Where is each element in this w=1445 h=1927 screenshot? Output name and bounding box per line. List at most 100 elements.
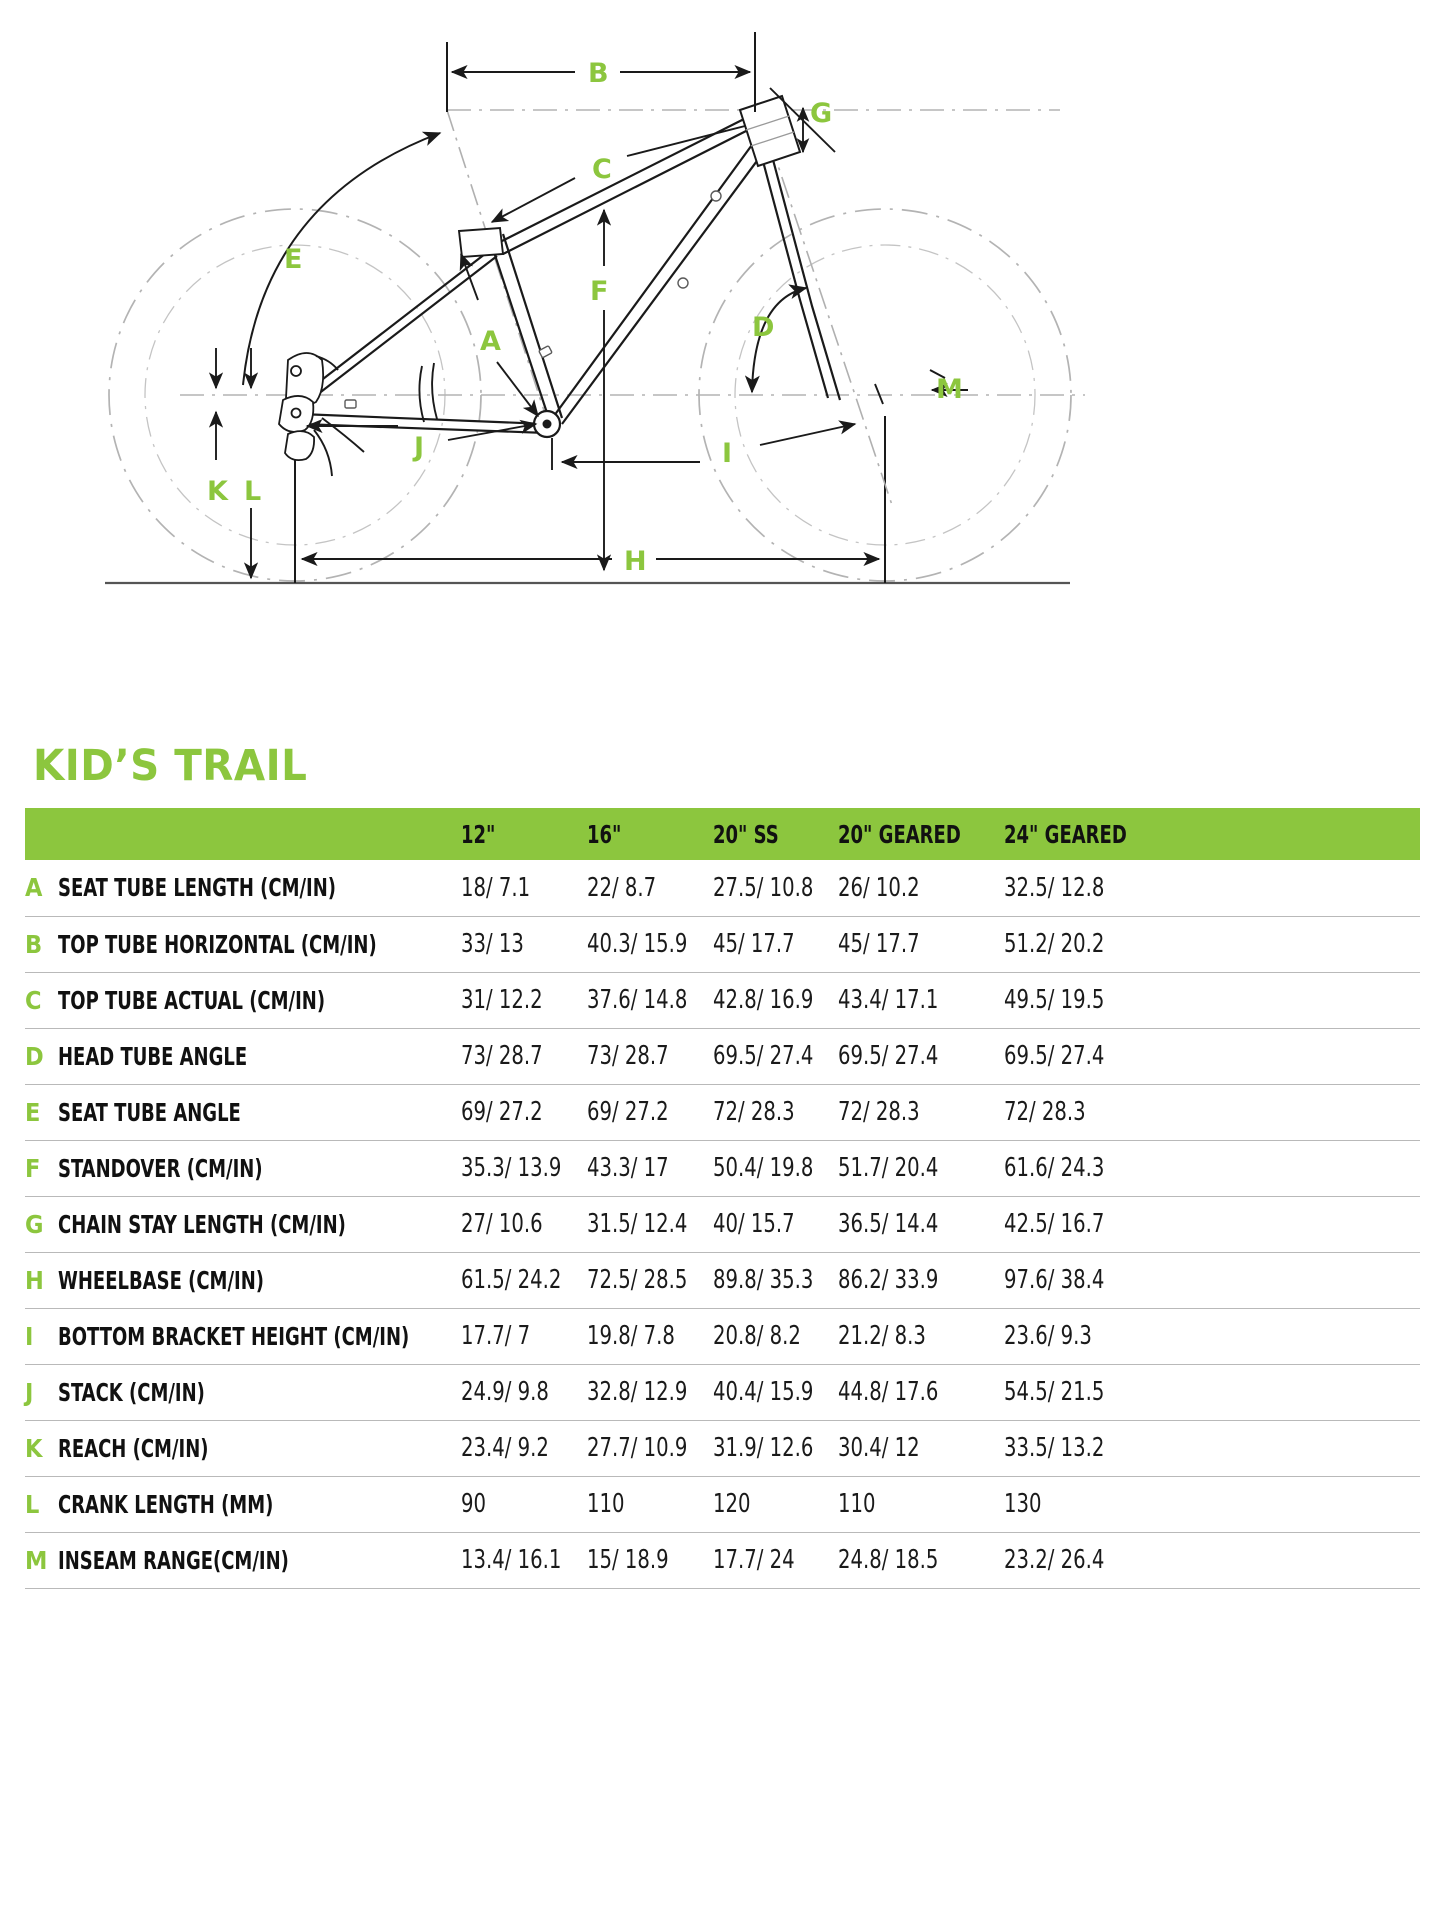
cell-12in: 31/ 12.2 xyxy=(461,985,543,1015)
dimension-c: C xyxy=(490,125,746,223)
cell-20in-geared: 24.8/ 18.5 xyxy=(838,1545,939,1575)
table-row: M INSEAM RANGE(CM/IN) 13.4/ 16.1 15/ 18.… xyxy=(25,1532,1420,1588)
cell-20in-ss: 40/ 15.7 xyxy=(712,1209,795,1239)
row-key: A xyxy=(25,873,43,903)
cell-20in-ss: 42.8/ 16.9 xyxy=(712,985,813,1015)
cell-20in-geared: 43.4/ 17.1 xyxy=(838,985,939,1015)
cell-16in: 22/ 8.7 xyxy=(586,872,657,903)
dimension-b: B xyxy=(446,32,756,112)
row-key: F xyxy=(25,1153,41,1183)
cell-20in-ss: 120 xyxy=(712,1489,751,1519)
row-label: STANDOVER (CM/IN) xyxy=(58,1153,263,1183)
cell-20in-geared: 45/ 17.7 xyxy=(838,929,920,959)
cell-16in: 15/ 18.9 xyxy=(586,1545,669,1575)
center-axis-lines xyxy=(180,109,1085,396)
row-key: M xyxy=(25,1545,48,1575)
cell-20in-geared: 110 xyxy=(838,1489,876,1519)
row-key: K xyxy=(25,1433,43,1463)
cell-12in: 61.5/ 24.2 xyxy=(461,1265,562,1295)
table-body: A SEAT TUBE LENGTH (CM/IN) 18/ 7.1 22/ 8… xyxy=(25,860,1420,1588)
table-row: G CHAIN STAY LENGTH (CM/IN) 27/ 10.6 31.… xyxy=(25,1196,1420,1252)
bicycle-frame xyxy=(299,116,842,435)
cell-20in-ss: 72/ 28.3 xyxy=(712,1097,795,1127)
seat-tube-detail xyxy=(418,362,438,423)
table-row: J STACK (CM/IN) 24.9/ 9.8 32.8/ 12.9 40.… xyxy=(25,1364,1420,1420)
rear-hub-assembly xyxy=(278,352,325,462)
cell-12in: 33/ 13 xyxy=(461,929,525,959)
row-label: WHEELBASE (CM/IN) xyxy=(58,1265,265,1295)
cell-24in-geared: 72/ 28.3 xyxy=(1004,1097,1087,1127)
cell-16in: 37.6/ 14.8 xyxy=(586,985,688,1015)
dimension-j: J xyxy=(305,418,538,463)
row-label: CRANK LENGTH (MM) xyxy=(58,1489,274,1519)
svg-text:C: C xyxy=(592,154,612,185)
svg-text:L: L xyxy=(244,476,261,507)
column-header-24in-geared: 24" GEARED xyxy=(1004,819,1128,849)
geometry-table: 12" 16" 20" SS 20" GEARED 24" GEARED A S… xyxy=(25,808,1420,1589)
column-header-label xyxy=(58,808,380,860)
dimension-i: I xyxy=(551,420,857,470)
cell-20in-ss: 69.5/ 27.4 xyxy=(712,1041,813,1071)
cell-20in-geared: 44.8/ 17.6 xyxy=(838,1377,939,1407)
cell-20in-geared: 51.7/ 20.4 xyxy=(838,1153,939,1183)
cell-16in: 27.7/ 10.9 xyxy=(586,1433,688,1463)
cell-24in-geared: 49.5/ 19.5 xyxy=(1004,985,1105,1015)
row-label: SEAT TUBE LENGTH (CM/IN) xyxy=(58,873,337,903)
cell-20in-geared: 36.5/ 14.4 xyxy=(838,1209,939,1239)
column-header-20in-ss: 20" SS xyxy=(712,819,779,849)
dimension-m: M xyxy=(874,369,968,405)
table-row: A SEAT TUBE LENGTH (CM/IN) 18/ 7.1 22/ 8… xyxy=(25,860,1420,916)
title-block: KID’S TRAIL xyxy=(33,745,1413,788)
cell-12in: 73/ 28.7 xyxy=(461,1041,543,1071)
row-key: L xyxy=(25,1489,40,1519)
cell-24in-geared: 23.6/ 9.3 xyxy=(1004,1321,1093,1351)
cell-24in-geared: 97.6/ 38.4 xyxy=(1004,1265,1105,1295)
row-key: I xyxy=(25,1321,34,1351)
cable-guides xyxy=(344,190,722,409)
row-key: J xyxy=(25,1377,34,1407)
table-header-row: 12" 16" 20" SS 20" GEARED 24" GEARED xyxy=(25,808,1420,860)
svg-text:K: K xyxy=(207,476,229,507)
cell-12in: 17.7/ 7 xyxy=(461,1321,531,1351)
cell-24in-geared: 61.6/ 24.3 xyxy=(1004,1153,1105,1183)
svg-text:E: E xyxy=(284,244,302,275)
svg-text:I: I xyxy=(722,438,732,469)
cell-24in-geared: 69.5/ 27.4 xyxy=(1004,1041,1105,1071)
cell-20in-ss: 89.8/ 35.3 xyxy=(712,1265,813,1295)
row-label: INSEAM RANGE(CM/IN) xyxy=(58,1545,290,1575)
geometry-table-container: 12" 16" 20" SS 20" GEARED 24" GEARED A S… xyxy=(25,808,1420,1589)
svg-text:A: A xyxy=(480,326,501,357)
cell-12in: 23.4/ 9.2 xyxy=(461,1433,550,1463)
row-label: TOP TUBE ACTUAL (CM/IN) xyxy=(58,985,326,1015)
svg-text:D: D xyxy=(752,312,774,343)
svg-text:G: G xyxy=(810,98,832,129)
table-row: F STANDOVER (CM/IN) 35.3/ 13.9 43.3/ 17 … xyxy=(25,1140,1420,1196)
cell-16in: 110 xyxy=(586,1489,625,1519)
cell-20in-geared: 72/ 28.3 xyxy=(838,1097,920,1127)
cell-12in: 27/ 10.6 xyxy=(461,1209,543,1239)
cell-24in-geared: 23.2/ 26.4 xyxy=(1004,1545,1105,1575)
row-key: H xyxy=(25,1265,44,1295)
cell-24in-geared: 130 xyxy=(1004,1489,1042,1519)
cell-16in: 19.8/ 7.8 xyxy=(586,1321,675,1351)
cell-20in-ss: 45/ 17.7 xyxy=(712,929,795,959)
table-row: I BOTTOM BRACKET HEIGHT (CM/IN) 17.7/ 7 … xyxy=(25,1308,1420,1364)
cell-16in: 69/ 27.2 xyxy=(586,1097,669,1127)
page-title: KID’S TRAIL xyxy=(33,741,308,791)
svg-text:M: M xyxy=(936,374,963,405)
construction-lines xyxy=(446,102,894,509)
row-label: CHAIN STAY LENGTH (CM/IN) xyxy=(58,1209,347,1239)
column-header-key xyxy=(25,808,52,860)
bicycle-geometry-diagram: B G C E A xyxy=(0,0,1445,740)
row-label: STACK (CM/IN) xyxy=(58,1377,206,1407)
dimension-d: D xyxy=(744,284,808,394)
row-key: E xyxy=(25,1097,41,1127)
row-label: REACH (CM/IN) xyxy=(58,1433,209,1463)
dimension-h: H xyxy=(300,546,881,577)
row-key: G xyxy=(25,1209,44,1239)
dimension-l: L xyxy=(243,348,261,580)
cell-20in-ss: 50.4/ 19.8 xyxy=(712,1153,813,1183)
cell-12in: 90 xyxy=(461,1489,487,1519)
cell-20in-ss: 40.4/ 15.9 xyxy=(712,1377,813,1407)
cell-20in-geared: 21.2/ 8.3 xyxy=(838,1321,927,1351)
